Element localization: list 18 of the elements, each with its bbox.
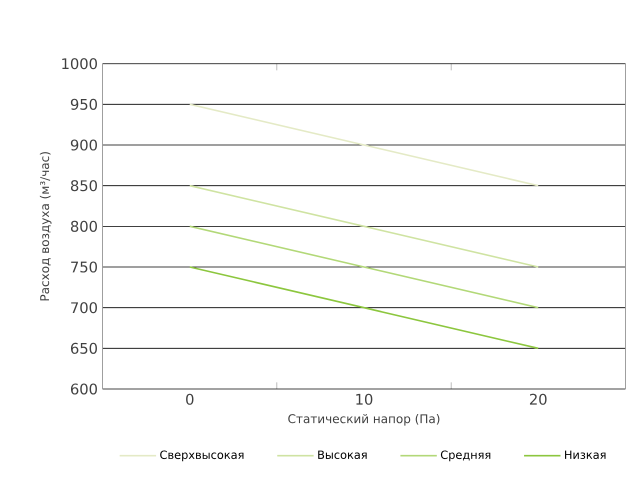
legend-label: Высокая <box>318 450 367 459</box>
x-tick-label: 10 <box>356 394 372 405</box>
legend-label: Средняя <box>440 450 490 462</box>
y-tick-label: 800 <box>70 220 97 232</box>
y-tick-label: 600 <box>70 383 97 395</box>
legend-label: Сверхвысокая <box>160 450 244 462</box>
y-tick-label: 1000 <box>62 58 97 70</box>
y-tick-label: 950 <box>70 98 97 110</box>
y-tick-label: 850 <box>70 180 97 192</box>
y-tick-label: 700 <box>71 302 97 314</box>
y-tick-label: 650 <box>70 342 97 354</box>
y-axis-title: Расход воздуха (м³/час) <box>40 152 52 300</box>
x-tick-label: 20 <box>530 394 547 405</box>
legend-label: Низкая <box>565 450 606 459</box>
x-axis-title: Статический напор (Па) <box>288 414 440 426</box>
x-tick-label: 0 <box>186 394 194 405</box>
y-tick-label: 900 <box>70 139 97 151</box>
y-tick-label: 750 <box>71 261 97 273</box>
